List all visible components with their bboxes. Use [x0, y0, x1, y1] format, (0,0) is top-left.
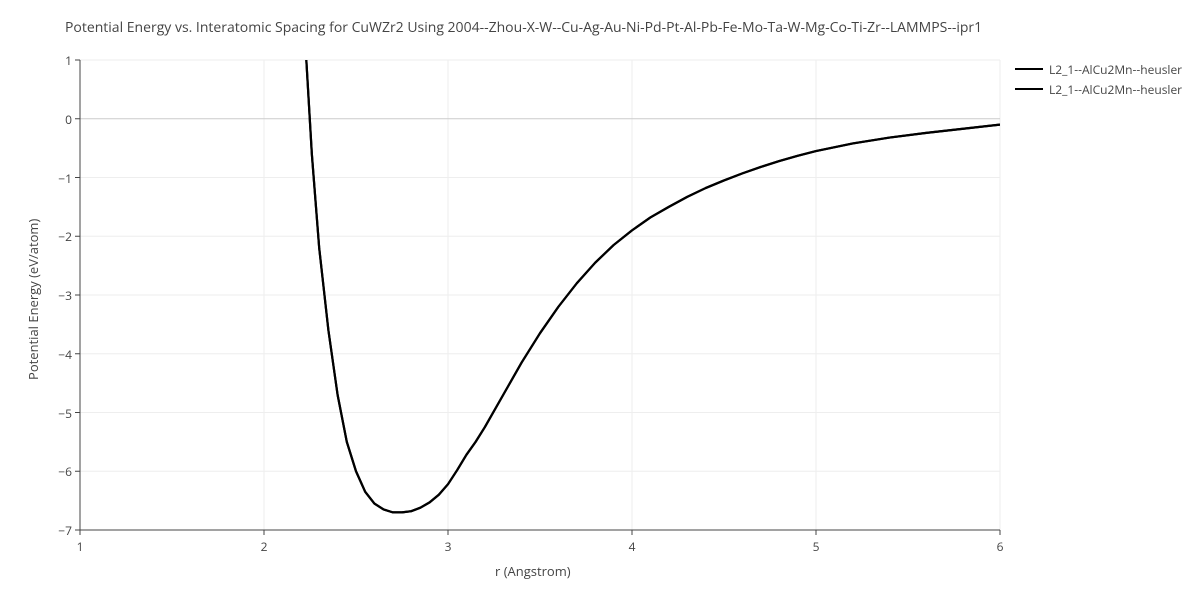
chart-container: Potential Energy vs. Interatomic Spacing…: [0, 0, 1200, 600]
y-tick-label: −7: [58, 522, 72, 539]
y-tick-label: −2: [58, 228, 72, 245]
legend-swatch-icon: [1015, 68, 1043, 70]
y-tick-label: −4: [58, 346, 72, 363]
x-axis-label: r (Angstrom): [495, 562, 571, 580]
x-tick-label: 4: [612, 538, 652, 555]
legend-item[interactable]: L2_1--AlCu2Mn--heusler: [1015, 60, 1190, 78]
y-tick-label: −1: [58, 170, 72, 187]
x-tick-label: 1: [60, 538, 100, 555]
legend-item[interactable]: L2_1--AlCu2Mn--heusler: [1015, 80, 1190, 98]
x-tick-label: 5: [796, 538, 836, 555]
legend-swatch-icon: [1015, 88, 1043, 90]
y-tick-label: −3: [58, 287, 72, 304]
y-tick-label: 0: [65, 111, 72, 128]
legend-label: L2_1--AlCu2Mn--heusler: [1049, 81, 1182, 98]
x-tick-label: 6: [980, 538, 1020, 555]
legend-label: L2_1--AlCu2Mn--heusler: [1049, 61, 1182, 78]
y-tick-label: −6: [58, 463, 72, 480]
x-tick-label: 3: [428, 538, 468, 555]
legend: L2_1--AlCu2Mn--heusler L2_1--AlCu2Mn--heu…: [1015, 60, 1190, 100]
x-tick-label: 2: [244, 538, 284, 555]
y-tick-label: −5: [58, 405, 72, 422]
y-axis-label: Potential Energy (eV/atom): [24, 219, 42, 380]
y-tick-label: 1: [65, 52, 72, 69]
